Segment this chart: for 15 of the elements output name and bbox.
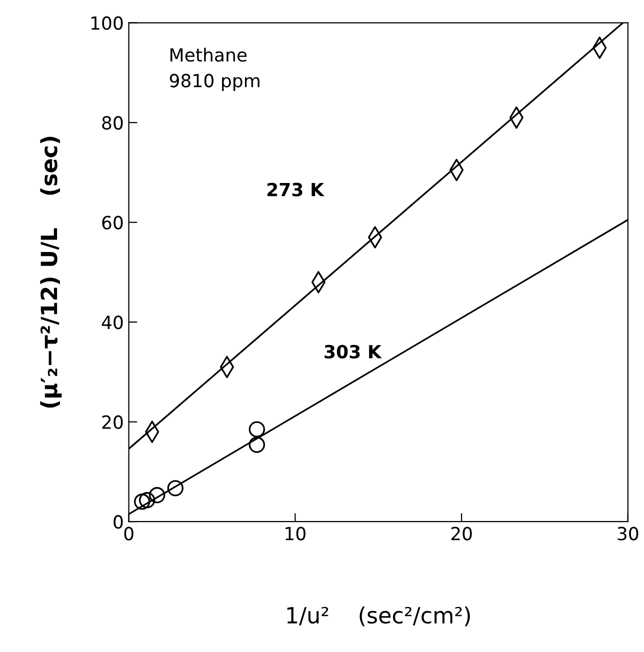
x-axis-title: 1/u² (sec²/cm²) <box>287 606 470 626</box>
x-tick-label: 0 <box>124 526 134 540</box>
x-tick-label: 30 <box>618 526 638 540</box>
y-tick-label: 60 <box>102 216 123 230</box>
annotation: 273 K <box>267 182 325 196</box>
y-axis-title: (μ′₂−τ²/12) U/L (sec) <box>40 136 62 408</box>
x-tick-label: 20 <box>451 526 472 540</box>
y-tick-label: 80 <box>102 116 123 130</box>
y-tick-label: 100 <box>91 16 123 30</box>
y-tick-label: 40 <box>102 316 123 330</box>
y-tick-label: 0 <box>114 515 123 529</box>
annotation: 303 K <box>324 344 382 359</box>
x-tick-label: 10 <box>286 526 306 540</box>
y-tick-label: 20 <box>102 415 123 429</box>
annotation: Methane 9810 ppm <box>170 48 260 91</box>
